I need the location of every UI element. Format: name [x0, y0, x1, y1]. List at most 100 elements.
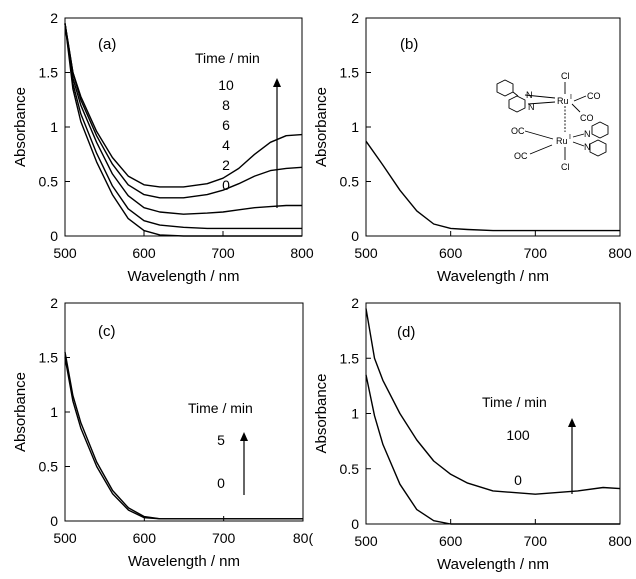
bond — [571, 103, 581, 113]
x-axis-label: Wavelength / nm — [437, 268, 549, 285]
ru-top-label: Ru — [557, 96, 569, 106]
series-line — [365, 374, 620, 525]
bond — [573, 95, 587, 102]
y-tick-label: 0.5 — [340, 174, 360, 190]
x-axis-label: Wavelength / nm — [128, 553, 240, 570]
cl-top-label: Cl — [561, 71, 570, 81]
pyridyl-ring-bottom-a — [591, 121, 609, 139]
x-tick-label: 600 — [439, 245, 463, 261]
n-label: N — [584, 142, 591, 152]
co-label: OC — [511, 126, 525, 136]
y-tick-label: 0.5 — [39, 459, 59, 475]
x-tick-label: 800 — [608, 533, 632, 549]
series-line — [64, 23, 303, 188]
pyridyl-ring-top-b — [508, 95, 526, 113]
y-tick-label: 0.5 — [340, 461, 360, 477]
ru-bottom-oxidation: I — [569, 134, 571, 141]
co-label: CO — [587, 91, 601, 101]
time-arrow-head — [240, 432, 248, 441]
x-tick-label: 700 — [524, 533, 548, 549]
x-tick-label: 80( — [293, 530, 314, 546]
bond — [572, 133, 585, 138]
bond — [529, 144, 553, 155]
bond — [524, 130, 554, 140]
molecule-inset: N N Cl Ru I CO CO OC Ru I N N OC Cl — [496, 71, 609, 172]
y-tick-label: 2 — [351, 295, 359, 311]
y-axis-label: Absorbance — [12, 372, 29, 452]
y-tick-label: 0 — [50, 513, 58, 529]
cl-bottom-label: Cl — [561, 162, 570, 172]
legend-entry: 100 — [506, 427, 530, 443]
panel-1: 0 0.5 1 1.5 2 500 600 700 800 Wavelength / nm Abso… — [12, 10, 314, 285]
panel-2: 0 0.5 1 1.5 2 500 600 700 800 Wavelength / nm Abso… — [313, 10, 632, 285]
x-tick-label: 700 — [212, 530, 236, 546]
bond — [527, 101, 556, 105]
legend-title: Time / min — [482, 394, 547, 410]
pyridyl-ring-bottom-b — [589, 139, 607, 157]
n-label: N — [526, 90, 533, 100]
co-label: OC — [514, 151, 528, 161]
y-tick-label: 1 — [351, 119, 359, 135]
y-tick-label: 2 — [50, 295, 58, 311]
y-tick-label: 1.5 — [39, 350, 59, 366]
bond — [572, 141, 585, 147]
series-line — [64, 23, 302, 215]
series-line — [365, 140, 620, 232]
series-line — [64, 23, 302, 230]
x-tick-label: 800 — [290, 245, 314, 261]
legend-entry: 2 — [222, 157, 230, 173]
bond — [512, 91, 519, 97]
x-tick-label: 600 — [133, 530, 157, 546]
y-tick-label: 0 — [351, 228, 359, 244]
y-tick-label: 1.5 — [340, 65, 360, 81]
bond — [524, 94, 556, 99]
series-line — [64, 351, 303, 520]
legend-entry: 10 — [218, 77, 234, 93]
panel-label: (d) — [397, 324, 415, 341]
legend-entry: 6 — [222, 117, 230, 133]
x-tick-label: 700 — [211, 245, 235, 261]
legend-entry: 8 — [222, 97, 230, 113]
y-tick-label: 1 — [50, 404, 58, 420]
x-tick-label: 600 — [132, 245, 156, 261]
y-axis-label: Absorbance — [12, 87, 29, 167]
time-arrow-head — [568, 418, 576, 427]
y-axis-label: Absorbance — [313, 373, 330, 453]
legend-title: Time / min — [188, 400, 253, 416]
series-line — [365, 308, 621, 495]
x-tick-label: 500 — [53, 245, 77, 261]
pyridyl-ring-top-a — [496, 79, 514, 97]
x-tick-label: 700 — [524, 245, 548, 261]
y-tick-label: 1.5 — [39, 65, 59, 81]
legend-title: Time / min — [195, 50, 260, 66]
ru-top-oxidation: I — [570, 94, 572, 101]
series-line — [64, 23, 303, 199]
series-line — [64, 23, 302, 237]
y-tick-label: 0 — [50, 228, 58, 244]
y-tick-label: 2 — [351, 10, 359, 26]
y-tick-label: 1 — [351, 406, 359, 422]
n-label: N — [528, 102, 535, 112]
legend-entry: 0 — [222, 177, 230, 193]
panel-label: (c) — [98, 323, 116, 340]
x-tick-label: 800 — [608, 245, 632, 261]
series-line — [64, 357, 303, 520]
x-axis-label: Wavelength / nm — [128, 268, 240, 285]
panel-3: 0 0.5 1 1.5 2 500 600 700 80(Wavelength / nm Abso… — [12, 295, 313, 570]
y-tick-label: 0.5 — [39, 174, 59, 190]
y-axis-label: Absorbance — [313, 87, 330, 167]
legend-entry: 0 — [514, 472, 522, 488]
ru-bottom-label: Ru — [556, 136, 568, 146]
y-tick-label: 1.5 — [340, 350, 360, 366]
panel-label: (b) — [400, 36, 418, 53]
legend-entry: 4 — [222, 137, 230, 153]
n-label: N — [584, 129, 591, 139]
x-tick-label: 500 — [354, 245, 378, 261]
legend-entry: 5 — [217, 432, 225, 448]
x-tick-label: 600 — [439, 533, 463, 549]
legend-entry: 0 — [217, 475, 225, 491]
x-tick-label: 500 — [354, 533, 378, 549]
co-label: CO — [580, 113, 594, 123]
